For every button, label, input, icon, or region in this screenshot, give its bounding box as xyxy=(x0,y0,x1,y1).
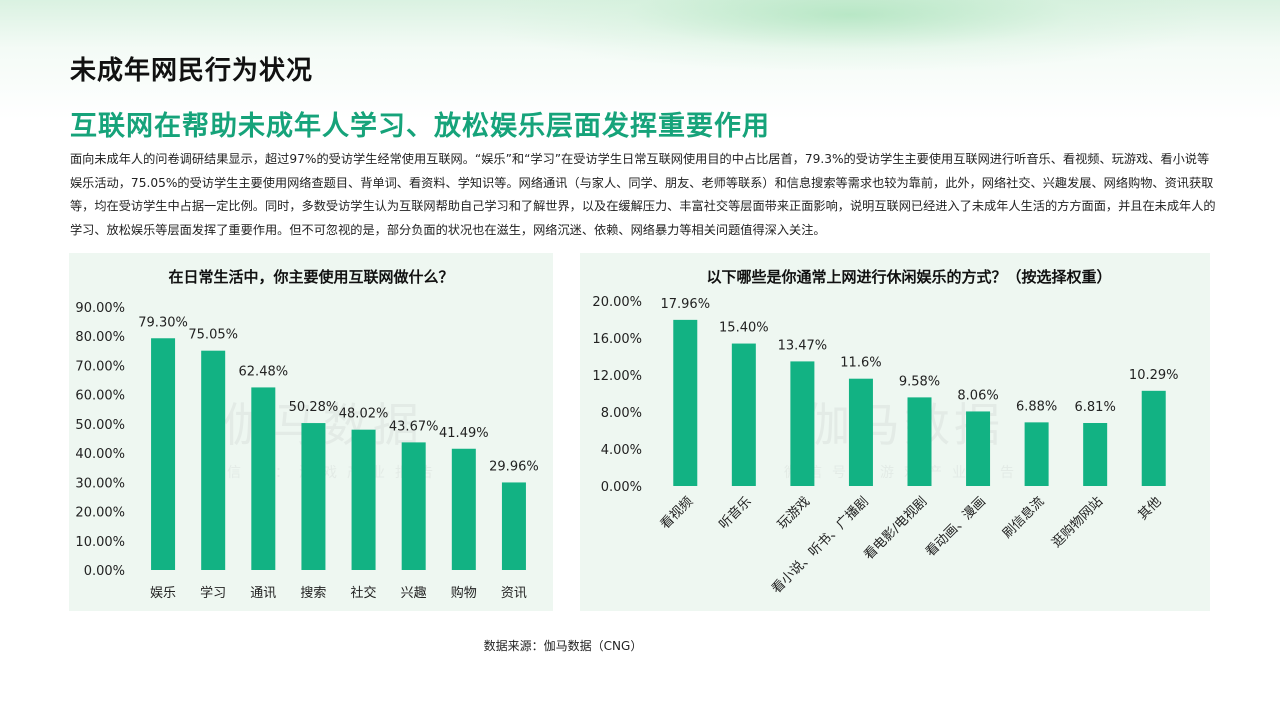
leisure-y-tick: 4.00% xyxy=(601,443,642,458)
chart-panel-leisure-methods: 以下哪些是你通常上网进行休闲娱乐的方式？（按选择权重） 伽马数据 微信号：游戏产业报… xyxy=(580,253,1210,611)
usage-data-label: 48.02% xyxy=(339,407,389,422)
usage-category-label: 兴趣 xyxy=(401,586,427,601)
usage-y-tick: 50.00% xyxy=(75,418,125,433)
usage-data-label: 29.96% xyxy=(489,459,539,474)
leisure-y-tick: 8.00% xyxy=(601,406,642,421)
leisure-category-label: 玩游戏 xyxy=(775,494,813,532)
usage-category-label: 搜索 xyxy=(300,586,326,601)
usage-bar xyxy=(401,442,426,570)
usage-bar xyxy=(151,338,176,570)
usage-data-label: 43.67% xyxy=(389,419,439,434)
leisure-category-label: 看小说、听书、广播剧 xyxy=(769,494,872,597)
leisure-bar xyxy=(966,411,991,486)
usage-y-tick: 60.00% xyxy=(75,389,125,404)
usage-bar xyxy=(451,448,476,570)
usage-y-tick: 10.00% xyxy=(75,535,125,550)
usage-category-label: 通讯 xyxy=(250,586,276,601)
usage-data-label: 50.28% xyxy=(289,400,339,415)
leisure-methods-bar-chart: 以下哪些是你通常上网进行休闲娱乐的方式？（按选择权重）伽马数据微信号：游戏产业报… xyxy=(592,268,1179,597)
usage-y-tick: 70.00% xyxy=(75,359,125,374)
page-subtitle: 互联网在帮助未成年人学习、放松娱乐层面发挥重要作用 xyxy=(70,111,770,142)
leisure-category-label: 听音乐 xyxy=(716,494,755,533)
leisure-watermark-sub: 微信号：游戏产业报告 xyxy=(784,465,1024,481)
usage-category-label: 学习 xyxy=(200,585,226,601)
leisure-y-tick: 0.00% xyxy=(601,480,642,495)
usage-data-label: 62.48% xyxy=(239,364,289,379)
usage-purpose-bar-chart: 在日常生活中，你主要使用互联网做什么？伽马数据微信号：游戏产业报告0.00%10… xyxy=(75,268,539,601)
usage-y-tick: 20.00% xyxy=(75,506,125,521)
usage-y-tick: 90.00% xyxy=(75,301,125,316)
usage-data-label: 75.05% xyxy=(188,328,238,343)
usage-y-tick: 0.00% xyxy=(84,564,125,579)
leisure-bar xyxy=(673,319,698,486)
leisure-bar xyxy=(731,343,756,486)
usage-y-tick: 30.00% xyxy=(75,476,125,491)
leisure-data-label: 6.81% xyxy=(1075,400,1116,415)
leisure-category-label: 逛购物网站 xyxy=(1049,494,1106,551)
usage-category-label: 资讯 xyxy=(501,586,527,601)
leisure-data-label: 13.47% xyxy=(778,338,828,353)
usage-y-tick: 80.00% xyxy=(75,330,125,345)
usage-bar xyxy=(201,350,226,570)
leisure-bar xyxy=(1141,390,1166,486)
leisure-data-label: 11.6% xyxy=(840,356,881,371)
leisure-data-label: 9.58% xyxy=(899,374,940,389)
leisure-bar xyxy=(790,361,815,486)
usage-y-tick: 40.00% xyxy=(75,447,125,462)
usage-bar xyxy=(501,482,526,570)
leisure-data-label: 10.29% xyxy=(1129,368,1179,383)
leisure-y-tick: 16.00% xyxy=(592,332,642,347)
page-title: 未成年网民行为状况 xyxy=(70,56,314,86)
usage-chart-title: 在日常生活中，你主要使用互联网做什么？ xyxy=(168,268,453,286)
leisure-data-label: 8.06% xyxy=(957,388,998,403)
data-source: 数据来源：伽马数据（CNG） xyxy=(483,639,643,653)
leisure-bar xyxy=(848,378,873,486)
usage-data-label: 41.49% xyxy=(439,426,489,441)
usage-bar xyxy=(351,429,376,570)
summary-paragraph: 面向未成年人的问卷调研结果显示，超过97%的受访学生经常使用互联网。“娱乐”和“… xyxy=(70,152,1216,237)
leisure-bar xyxy=(1024,422,1049,486)
usage-bar xyxy=(251,387,276,570)
leisure-category-label: 其他 xyxy=(1136,494,1165,523)
leisure-data-label: 6.88% xyxy=(1016,399,1057,414)
leisure-data-label: 17.96% xyxy=(660,297,710,312)
leisure-category-label: 看动画、漫画 xyxy=(922,494,988,560)
leisure-category-label: 看视频 xyxy=(657,494,696,533)
header-gradient xyxy=(0,0,1280,120)
leisure-bar xyxy=(907,397,932,486)
leisure-data-label: 15.40% xyxy=(719,321,769,336)
leisure-chart-title: 以下哪些是你通常上网进行休闲娱乐的方式？（按选择权重） xyxy=(706,268,1111,286)
leisure-y-tick: 20.00% xyxy=(592,295,642,310)
leisure-category-label: 看电影/电视剧 xyxy=(861,494,931,564)
leisure-category-label: 刷信息流 xyxy=(999,494,1047,542)
chart-panel-usage-purpose: 在日常生活中，你主要使用互联网做什么？伽马数据微信号：游戏产业报告0.00%10… xyxy=(69,253,553,611)
leisure-y-tick: 12.00% xyxy=(592,369,642,384)
usage-category-label: 社交 xyxy=(351,585,377,601)
usage-category-label: 娱乐 xyxy=(150,586,176,601)
usage-category-label: 购物 xyxy=(451,585,477,601)
leisure-bar xyxy=(1083,423,1108,486)
usage-data-label: 79.30% xyxy=(138,315,188,330)
usage-bar xyxy=(301,423,326,570)
